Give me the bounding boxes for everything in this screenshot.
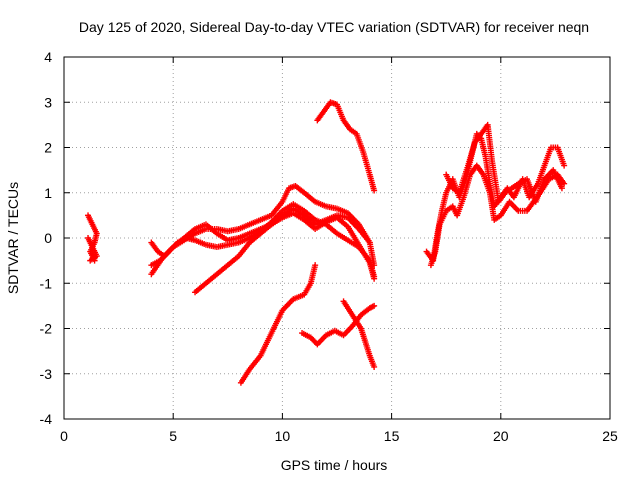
data-point <box>87 257 94 264</box>
series-track-g <box>237 262 319 386</box>
x-tick-label: 25 <box>602 428 618 444</box>
data-point <box>366 239 373 246</box>
y-tick-label: -2 <box>40 321 53 337</box>
x-tick-label: 15 <box>384 428 400 444</box>
data-point <box>371 187 378 194</box>
series-track-i <box>299 302 378 348</box>
x-tick-label: 5 <box>169 428 177 444</box>
data-point <box>561 180 568 187</box>
y-tick-label: 4 <box>44 49 52 65</box>
x-tick-label: 20 <box>493 428 509 444</box>
x-tick-label: 0 <box>60 428 68 444</box>
y-tick-label: 0 <box>44 230 52 246</box>
series-track-b <box>85 235 100 264</box>
y-tick-label: -3 <box>40 366 53 382</box>
axes <box>63 56 611 420</box>
y-tick-label: 3 <box>44 94 52 110</box>
y-tick-label: -4 <box>40 411 53 427</box>
data-point <box>558 185 565 192</box>
chart-title: Day 125 of 2020, Sidereal Day-to-day VTE… <box>79 19 589 35</box>
series-track-j <box>340 298 378 370</box>
data-point <box>371 363 378 370</box>
tick-labels: 0 5 10 15 20 25 -4 -3 -2 -1 0 1 2 3 4 <box>40 49 618 444</box>
x-axis-label: GPS time / hours <box>281 457 388 473</box>
y-tick-label: -1 <box>40 275 53 291</box>
data-layer <box>85 99 568 386</box>
series-track-m <box>443 121 565 205</box>
data-point <box>371 275 378 282</box>
y-axis-label: SDTVAR / TECUs <box>5 182 21 294</box>
series-track-h <box>314 99 378 194</box>
data-point <box>371 302 378 309</box>
series-track-e <box>148 210 378 282</box>
x-tick-label: 10 <box>275 428 291 444</box>
y-tick-label: 1 <box>44 185 52 201</box>
y-tick-label: 2 <box>44 140 52 156</box>
series-track-f <box>192 205 373 296</box>
data-point <box>312 262 319 269</box>
data-point <box>561 162 568 169</box>
grid <box>64 57 610 419</box>
